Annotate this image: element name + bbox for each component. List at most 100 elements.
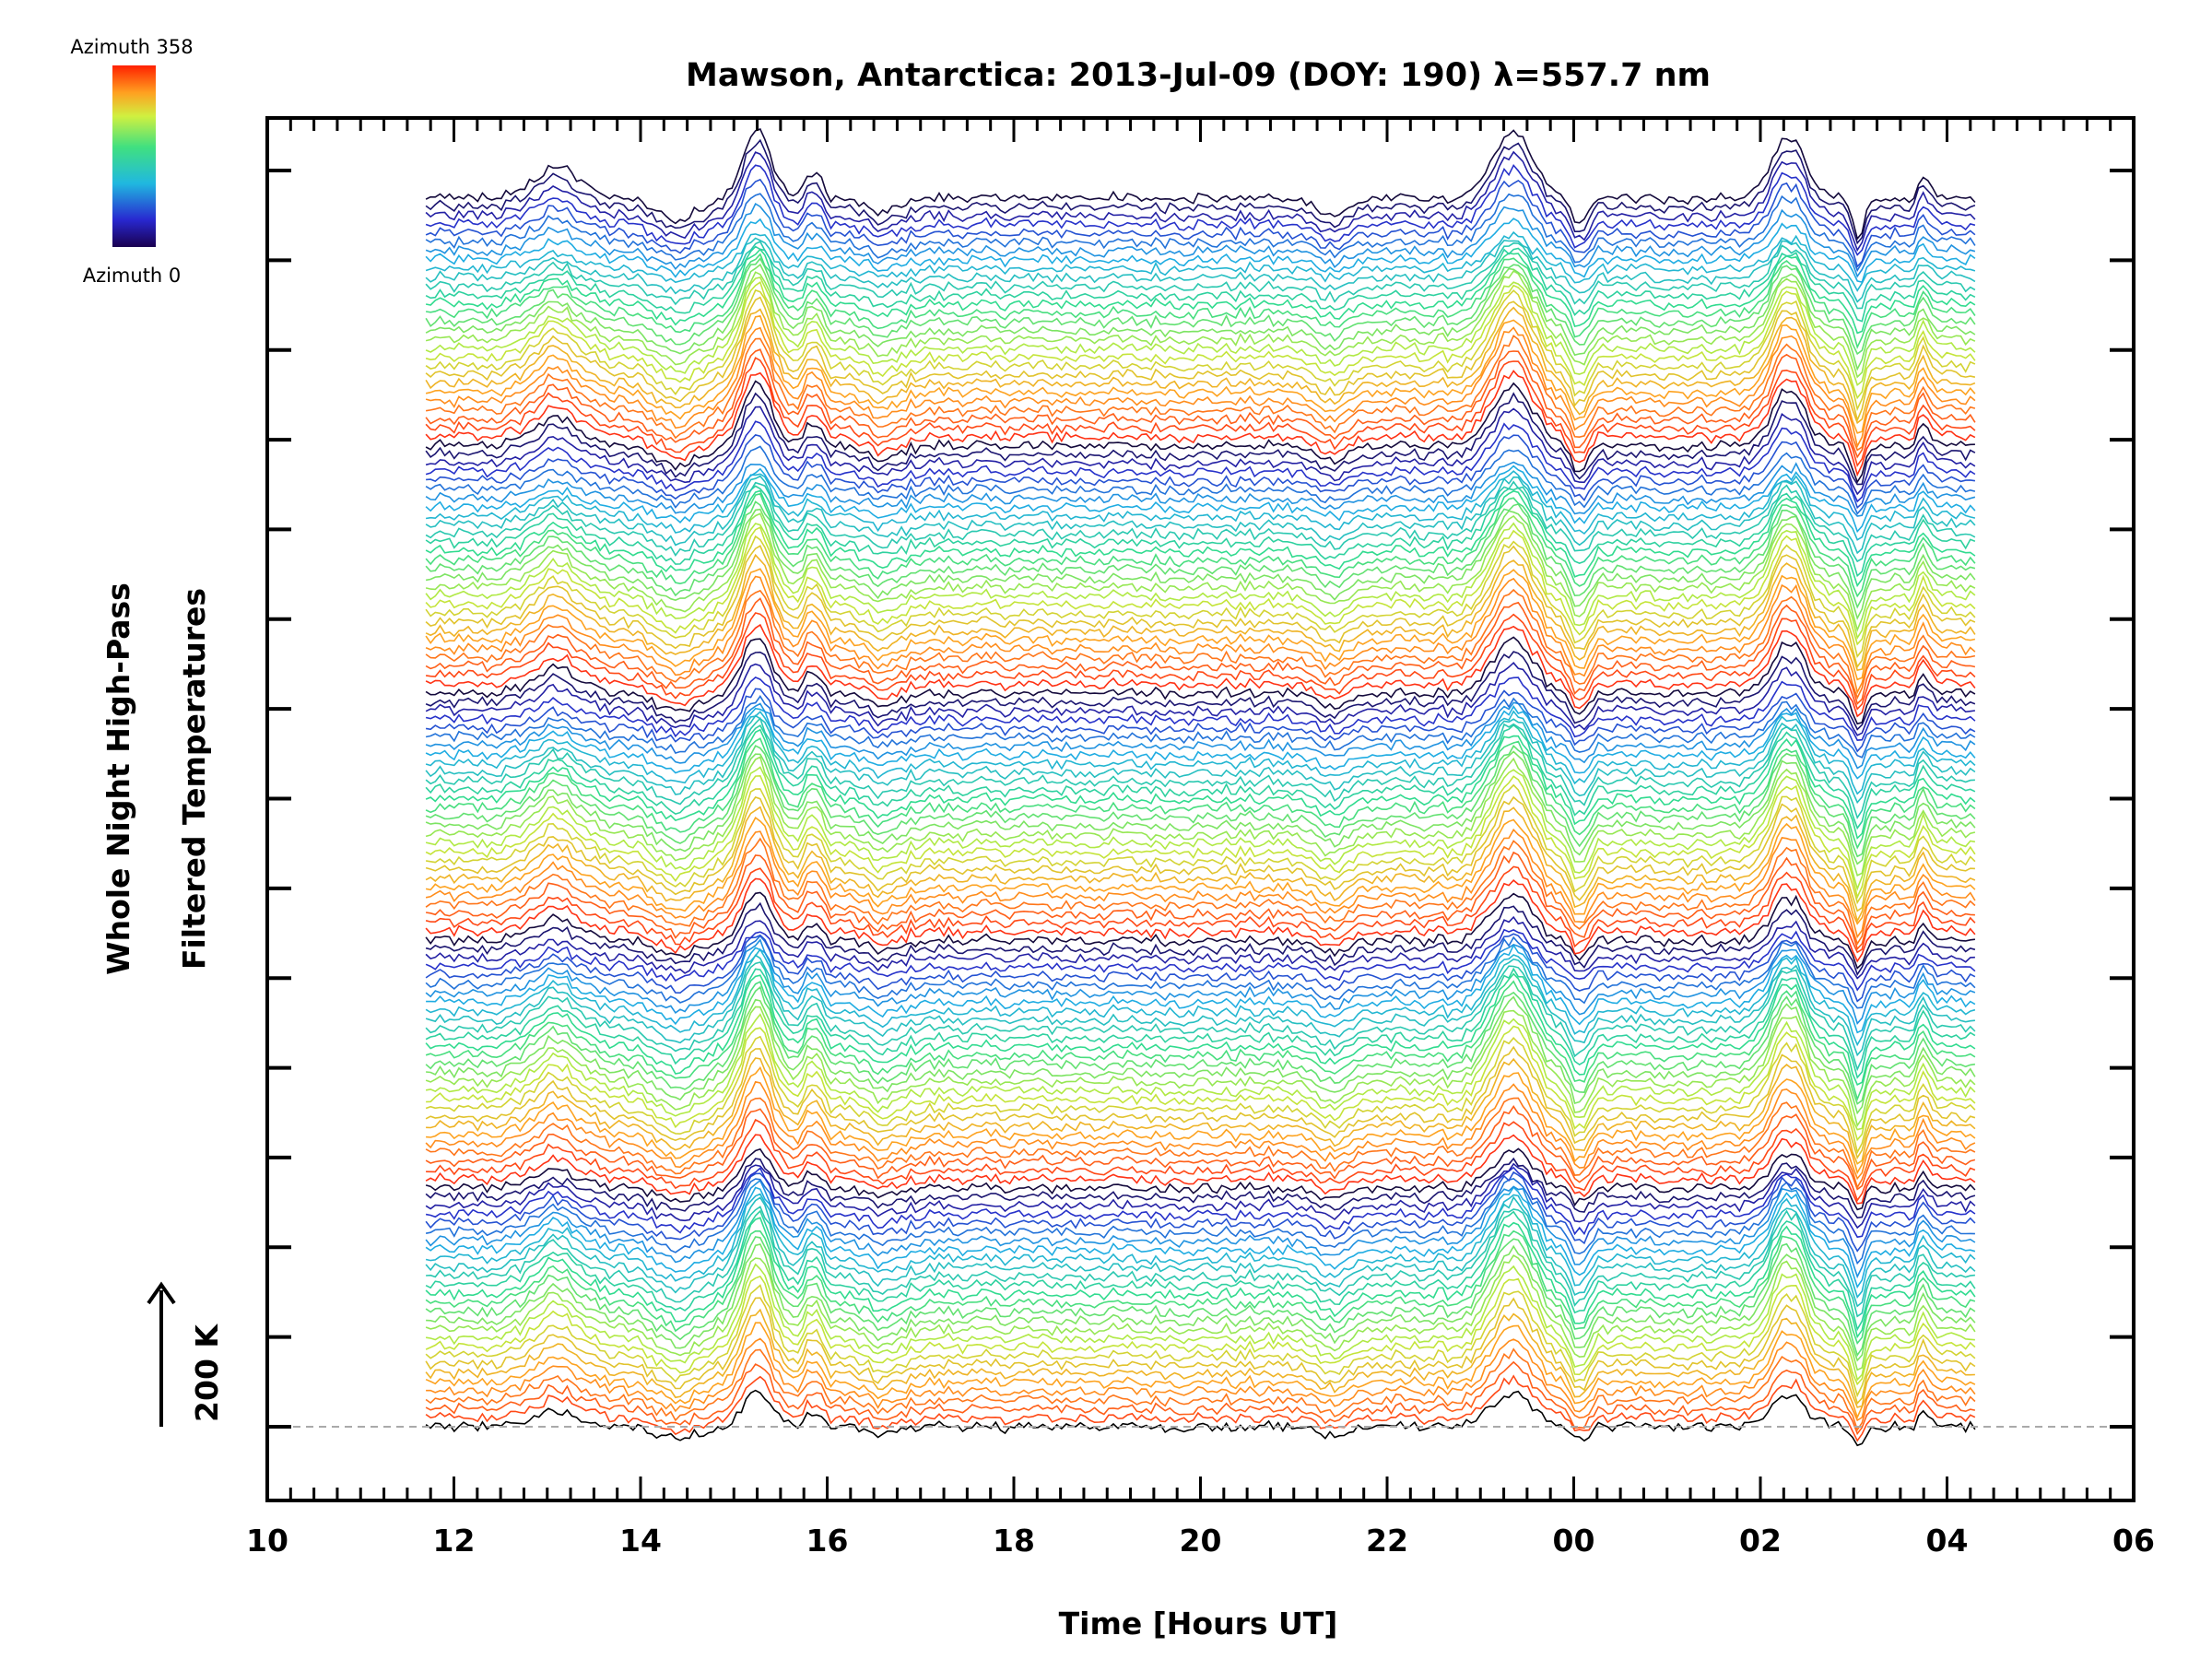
series-line: [426, 1057, 1976, 1165]
series-line: [425, 636, 1976, 725]
series-line: [425, 1374, 1976, 1442]
series-line: [425, 750, 1976, 865]
series-line: [425, 737, 1976, 850]
series-line: [425, 935, 1976, 1009]
series-line: [425, 480, 1976, 563]
series-line: [425, 1013, 1976, 1131]
series-line: [425, 1297, 1976, 1406]
series-line: [425, 280, 1976, 400]
series-line: [425, 1166, 1976, 1239]
x-tick-label: 06: [2112, 1523, 2155, 1559]
series-line: [425, 597, 1976, 705]
series-line: [425, 535, 1976, 658]
series-line: [425, 575, 1976, 695]
series-line: [425, 865, 1976, 954]
series-line: [426, 1025, 1976, 1142]
x-tick-labels: 10 12 14 16 18 20 22 00 02 04 06: [246, 1523, 2155, 1559]
series-line: [425, 817, 1976, 925]
series-line: [425, 1195, 1976, 1308]
colorbar-bottom-label: Azimuth 0: [83, 265, 182, 287]
series-line: [425, 783, 1976, 905]
series-line: [425, 928, 1976, 992]
series-line: [425, 704, 1976, 780]
series-line: [425, 445, 1976, 515]
series-line: [425, 1322, 1976, 1419]
series-line: [425, 980, 1976, 1101]
series-line: [425, 947, 1976, 1047]
series-line: [425, 1389, 1976, 1447]
series-line: [425, 489, 1976, 588]
series-line: [425, 335, 1976, 452]
series-line: [425, 218, 1976, 284]
series-line: [425, 851, 1975, 951]
series-line: [425, 766, 1976, 891]
series-line: [425, 314, 1976, 434]
series-line: [425, 724, 1976, 830]
series-line: [425, 545, 1976, 669]
series-line: [425, 288, 1976, 412]
series-line: [425, 568, 1976, 681]
series-line: [425, 676, 1976, 741]
series-line: [425, 202, 1976, 278]
x-tick-label: 16: [806, 1523, 849, 1559]
series-line: [426, 1243, 1976, 1362]
x-axis-label: Time [Hours UT]: [1059, 1606, 1338, 1641]
colorbar-gradient: [112, 65, 156, 247]
series-lines: [425, 127, 1976, 1447]
series-line: [425, 296, 1976, 423]
series-line: [425, 512, 1976, 632]
colorbar-top-label: Azimuth 358: [70, 36, 193, 58]
series-line: [425, 1006, 1976, 1128]
series-line: [425, 392, 1976, 486]
series-line: [425, 461, 1976, 517]
series-line: [425, 1193, 1976, 1299]
series-line: [425, 1157, 1976, 1219]
series-line: [425, 357, 1976, 467]
series-line: [425, 938, 1976, 1025]
series-line: [425, 828, 1976, 939]
series-line: [425, 662, 1976, 736]
series-line: [425, 717, 1975, 820]
scale-indicator: 200 K: [147, 1281, 225, 1427]
series-line: [426, 995, 1976, 1115]
y-axis-label-line1: Whole Night High-Pass: [100, 582, 136, 975]
series-line: [425, 954, 1975, 1057]
series-line: [425, 406, 1976, 496]
x-tick-label: 20: [1180, 1523, 1222, 1559]
series-line: [425, 420, 1976, 503]
series-line: [425, 500, 1976, 609]
series-line: [425, 1147, 1976, 1211]
series-line: [425, 270, 1976, 379]
series-line: [425, 710, 1976, 795]
series-line: [425, 985, 1976, 1105]
series-line: [425, 306, 1976, 425]
x-tick-label: 14: [619, 1523, 662, 1559]
series-line: [425, 933, 1976, 1003]
series-line: [425, 688, 1976, 753]
series-line: [425, 241, 1976, 310]
series-line: [425, 485, 1976, 578]
series-line: [425, 553, 1976, 672]
series-line: [425, 795, 1975, 912]
series-line: [425, 1134, 1976, 1205]
series-line: [425, 1275, 1976, 1386]
chart-title: Mawson, Antarctica: 2013-Jul-09 (DOY: 19…: [686, 57, 1711, 94]
series-line: [425, 695, 1976, 759]
series-line: [426, 434, 1976, 510]
series-line: [425, 728, 1976, 840]
series-line: [425, 178, 1976, 268]
series-line: [426, 1118, 1976, 1203]
axis-ticks: [265, 118, 2136, 1500]
series-line: [425, 257, 1976, 356]
series-line: [425, 901, 1976, 977]
series-line: [425, 470, 1976, 541]
series-line: [426, 1206, 1975, 1318]
series-line: [425, 1254, 1976, 1371]
x-tick-label: 00: [1553, 1523, 1595, 1559]
series-line: [425, 891, 1975, 970]
series-line: [425, 237, 1976, 303]
x-tick-label: 12: [433, 1523, 476, 1559]
series-line: [425, 1171, 1976, 1253]
series-line: [426, 943, 1976, 1034]
